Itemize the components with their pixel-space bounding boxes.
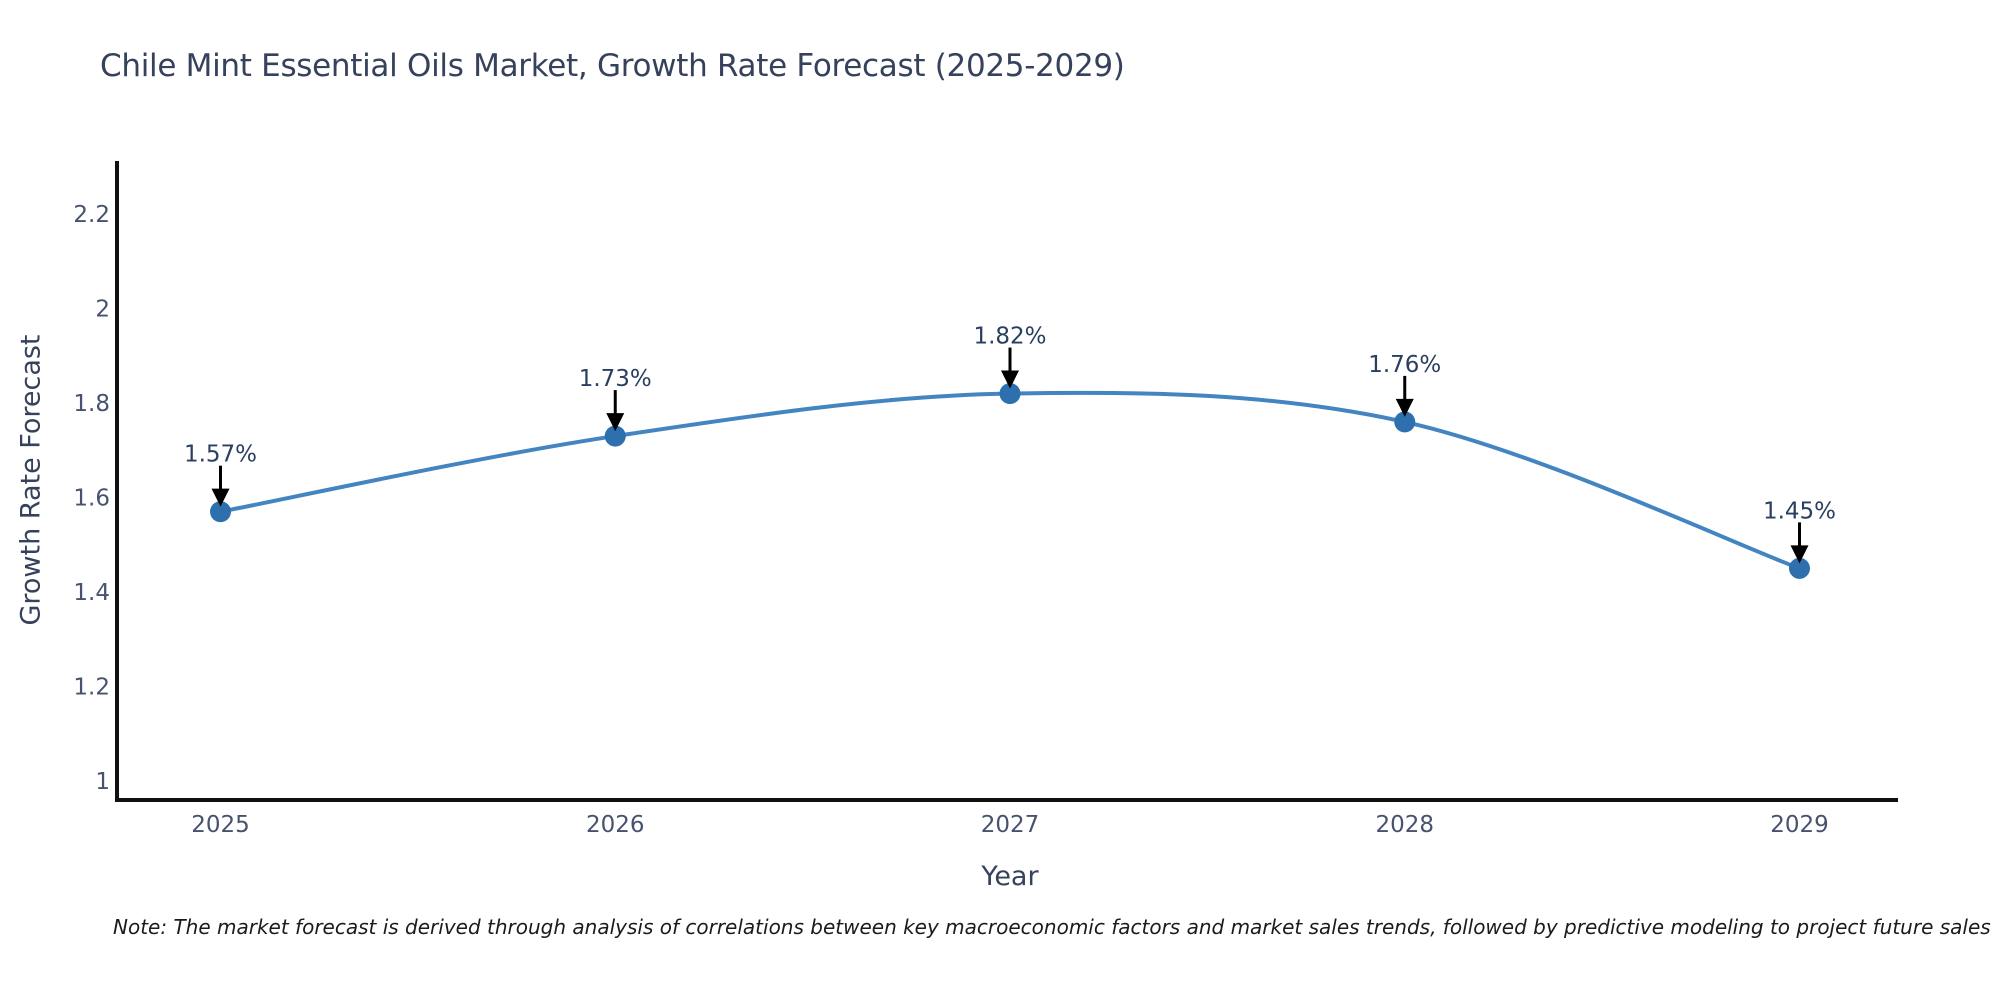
axis-lines xyxy=(115,161,1898,802)
annotation-arrowhead-icon xyxy=(211,488,230,507)
y-tick-label: 1.4 xyxy=(73,580,110,606)
x-axis-title: Year xyxy=(981,861,1039,892)
page-title: Chile Mint Essential Oils Market, Growth… xyxy=(100,48,1125,84)
point-value-label: 1.73% xyxy=(579,366,652,392)
x-tick-label: 2026 xyxy=(586,812,645,838)
point-value-label: 1.57% xyxy=(184,442,257,468)
y-tick-label: 2.2 xyxy=(73,202,110,228)
y-tick-label: 1 xyxy=(95,769,110,795)
annotation-arrowhead-icon xyxy=(606,413,625,432)
y-tick-label: 1.6 xyxy=(73,486,110,512)
data-point-marker[interactable] xyxy=(1394,411,1416,433)
x-tick-label: 2027 xyxy=(981,812,1040,838)
annotation-arrowhead-icon xyxy=(1395,398,1414,417)
data-point-marker[interactable] xyxy=(999,383,1021,405)
x-tick-label: 2029 xyxy=(1770,812,1829,838)
point-value-label: 1.45% xyxy=(1763,498,1836,524)
x-tick-label: 2028 xyxy=(1375,812,1434,838)
forecast-line xyxy=(218,390,1802,571)
y-tick-label: 1.8 xyxy=(73,391,110,417)
annotation-arrowhead-icon xyxy=(1001,370,1019,389)
x-tick-label: 2025 xyxy=(191,812,250,838)
data-point-marker[interactable] xyxy=(210,501,231,523)
data-point-marker[interactable] xyxy=(604,425,626,447)
y-tick-label: 2 xyxy=(95,297,110,323)
point-value-label: 1.82% xyxy=(973,324,1046,350)
footnote: Note: The market forecast is derived thr… xyxy=(113,915,1991,939)
y-tick-label: 1.2 xyxy=(73,675,110,701)
data-point-marker[interactable] xyxy=(1789,557,1810,579)
annotation-arrowhead-icon xyxy=(1790,545,1809,564)
point-value-label: 1.76% xyxy=(1368,352,1441,378)
